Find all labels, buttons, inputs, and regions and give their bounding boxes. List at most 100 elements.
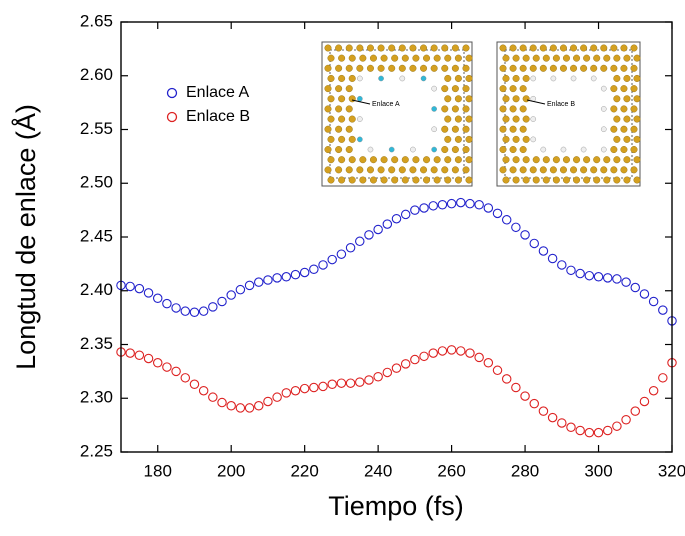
data-point bbox=[208, 392, 218, 402]
atom bbox=[623, 156, 631, 164]
y-tick-label: 2.50 bbox=[80, 173, 113, 192]
data-point bbox=[235, 403, 246, 413]
data-point bbox=[355, 377, 365, 387]
atom bbox=[499, 166, 507, 174]
atom bbox=[324, 166, 332, 174]
atom bbox=[620, 85, 628, 93]
atom bbox=[366, 166, 374, 174]
atom bbox=[369, 54, 377, 62]
atom bbox=[560, 146, 567, 153]
atom bbox=[512, 135, 520, 143]
atom bbox=[530, 116, 537, 122]
x-tick-label: 200 bbox=[217, 461, 245, 480]
atom bbox=[633, 115, 641, 123]
atom bbox=[590, 64, 598, 72]
atom bbox=[633, 135, 641, 143]
atom bbox=[462, 105, 470, 113]
data-point bbox=[226, 290, 236, 300]
data-point bbox=[309, 264, 319, 274]
atom bbox=[623, 115, 631, 123]
atom bbox=[509, 64, 517, 72]
atom bbox=[519, 105, 527, 113]
atom bbox=[509, 85, 517, 93]
atom bbox=[519, 64, 527, 72]
atom bbox=[522, 135, 530, 143]
atom bbox=[410, 146, 416, 153]
atom bbox=[462, 146, 470, 154]
data-point bbox=[272, 273, 282, 283]
data-point bbox=[345, 378, 356, 388]
atom bbox=[465, 135, 473, 143]
atom bbox=[324, 44, 332, 52]
data-point bbox=[557, 418, 567, 428]
atom bbox=[509, 44, 517, 52]
data-point bbox=[630, 406, 641, 416]
atom bbox=[519, 44, 527, 52]
atom bbox=[539, 44, 547, 52]
y-tick-label: 2.60 bbox=[80, 65, 113, 84]
atom bbox=[499, 105, 507, 113]
atom bbox=[441, 64, 449, 72]
atom bbox=[580, 146, 587, 153]
data-point bbox=[593, 427, 604, 438]
atom bbox=[357, 116, 363, 122]
x-tick-label: 180 bbox=[144, 461, 172, 480]
atom bbox=[610, 125, 618, 133]
atom bbox=[620, 146, 628, 154]
atom bbox=[559, 166, 567, 174]
atom bbox=[345, 146, 353, 154]
atom bbox=[430, 44, 438, 52]
atom bbox=[613, 54, 621, 62]
atom bbox=[451, 105, 459, 113]
atom bbox=[522, 156, 530, 164]
legend-label: Enlace A bbox=[186, 84, 249, 101]
x-tick-label: 260 bbox=[437, 461, 465, 480]
atom bbox=[356, 166, 364, 174]
data-point bbox=[299, 267, 310, 278]
atom bbox=[539, 64, 547, 72]
atom bbox=[399, 75, 406, 82]
atom bbox=[444, 95, 452, 103]
atom bbox=[388, 44, 396, 52]
atom bbox=[573, 176, 581, 184]
atom bbox=[623, 95, 631, 103]
atom bbox=[359, 54, 367, 62]
atom bbox=[633, 156, 641, 164]
atom bbox=[522, 54, 530, 62]
data-point bbox=[621, 277, 631, 287]
atom bbox=[398, 44, 406, 52]
x-tick-label: 320 bbox=[658, 461, 685, 480]
data-point bbox=[511, 222, 521, 233]
atom bbox=[465, 176, 473, 184]
atom bbox=[580, 166, 588, 174]
data-point bbox=[235, 284, 246, 295]
atom bbox=[454, 135, 462, 143]
atom bbox=[430, 166, 438, 174]
data-point bbox=[612, 274, 622, 284]
atom bbox=[620, 44, 628, 52]
data-point bbox=[557, 260, 567, 270]
data-point bbox=[299, 383, 310, 394]
atom bbox=[441, 105, 449, 113]
atom bbox=[509, 125, 517, 133]
atom bbox=[401, 54, 409, 62]
atom bbox=[441, 146, 449, 154]
atom bbox=[454, 115, 462, 123]
atom bbox=[348, 95, 356, 103]
atom bbox=[324, 105, 332, 113]
atom bbox=[451, 85, 459, 93]
atom bbox=[499, 125, 507, 133]
atom bbox=[465, 156, 473, 164]
atom bbox=[441, 44, 449, 52]
atom bbox=[633, 54, 641, 62]
data-point bbox=[474, 200, 484, 210]
atom bbox=[550, 75, 557, 82]
atom bbox=[613, 74, 621, 82]
data-point bbox=[143, 353, 154, 364]
data-point bbox=[226, 401, 236, 411]
data-point bbox=[602, 273, 613, 283]
data-point bbox=[547, 253, 558, 264]
data-point bbox=[355, 236, 365, 247]
atom bbox=[454, 54, 462, 62]
atom bbox=[613, 135, 621, 143]
